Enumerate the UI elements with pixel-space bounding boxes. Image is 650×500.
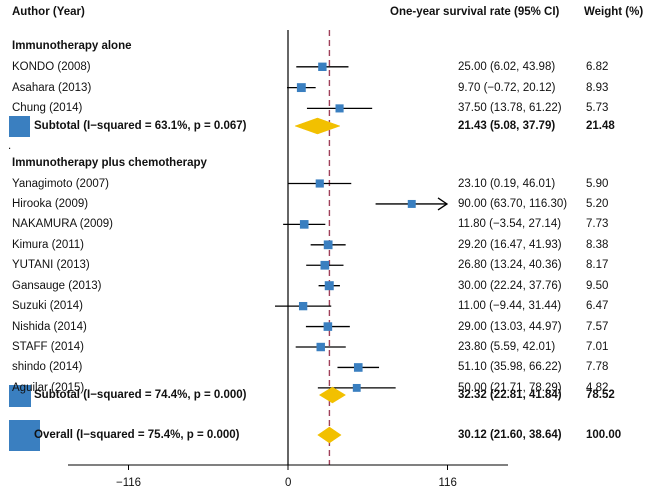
study-marker (320, 260, 330, 270)
study-label: Aguilar (2015) (12, 381, 85, 394)
study-label: Yanagimoto (2007) (12, 177, 109, 190)
study-label: Asahara (2013) (12, 81, 92, 94)
study-label: Chung (2014) (12, 102, 83, 115)
study-weight: 8.17 (586, 259, 609, 272)
subtotal-weight-box (9, 385, 31, 407)
study-weight: 5.73 (586, 102, 609, 115)
study-label: NAKAMURA (2009) (12, 218, 113, 231)
subgroup-separator: . (8, 140, 12, 152)
header-weight: Weight (%) (584, 6, 644, 18)
subgroup-title: Immunotherapy plus chemotherapy (12, 157, 207, 169)
overall-diamond (317, 426, 342, 444)
study-ci: 29.00 (13.03, 44.97) (458, 320, 562, 333)
study-weight: 7.01 (586, 341, 609, 354)
study-marker (324, 281, 334, 291)
subgroup-title: Immunotherapy alone (12, 40, 132, 52)
study-ci: 26.80 (13.24, 40.36) (458, 259, 562, 272)
header-study: Author (Year) (12, 6, 85, 18)
study-label: Kimura (2011) (12, 238, 85, 251)
subtotal-ci: 32.32 (22.81, 41.84) (458, 389, 562, 401)
study-ci: 50.00 (21.71, 78.29) (458, 381, 562, 394)
study-weight: 6.82 (586, 60, 609, 73)
study-ci: 23.80 (5.59, 42.01) (458, 341, 556, 354)
study-marker (318, 62, 327, 71)
study-ci: 30.00 (22.24, 37.76) (458, 279, 562, 292)
overall-weight-box (9, 420, 40, 451)
subtotal-label: Subtotal (I−squared = 74.4%, p = 0.000) (34, 389, 247, 401)
overall-weight: 100.00 (586, 429, 622, 441)
study-weight: 8.38 (586, 238, 609, 251)
study-label: shindo (2014) (12, 361, 83, 374)
study-ci: 11.00 (−9.44, 31.44) (458, 300, 562, 313)
study-label: YUTANI (2013) (12, 259, 90, 272)
study-marker (316, 342, 325, 352)
study-label: Nishida (2014) (12, 320, 87, 333)
study-weight: 8.93 (586, 81, 609, 94)
study-label: STAFF (2014) (12, 341, 84, 354)
study-weight: 7.73 (586, 218, 609, 231)
study-marker (407, 199, 416, 208)
study-label: Gansauge (2013) (12, 279, 102, 292)
subtotal-ci: 21.43 (5.08, 37.79) (458, 120, 556, 132)
study-marker (323, 240, 333, 250)
study-marker (323, 322, 333, 331)
subtotal-diamond (318, 386, 347, 404)
study-marker (298, 301, 308, 311)
study-weight: 7.57 (586, 320, 609, 333)
study-weight: 5.90 (586, 177, 609, 190)
subtotal-weight: 21.48 (586, 120, 615, 132)
subtotal-label: Subtotal (I−squared = 63.1%, p = 0.067) (34, 120, 247, 132)
ci-arrow (437, 197, 449, 211)
study-ci: 37.50 (13.78, 61.22) (458, 102, 562, 115)
overall-label: Overall (I−squared = 75.4%, p = 0.000) (34, 429, 240, 441)
subtotal-weight: 78.52 (586, 389, 615, 401)
study-ci: 9.70 (−0.72, 20.12) (458, 81, 556, 94)
study-marker (352, 383, 361, 392)
study-ci: 90.00 (63.70, 116.30) (458, 197, 568, 210)
study-ci: 23.10 (0.19, 46.01) (458, 177, 556, 190)
x-tick-label: 116 (438, 477, 457, 489)
study-weight: 5.20 (586, 197, 609, 210)
study-marker (353, 363, 363, 372)
study-weight: 7.78 (586, 361, 609, 374)
overall-ci: 30.12 (21.60, 38.64) (458, 429, 562, 441)
x-tick-label: −116 (116, 477, 142, 489)
study-weight: 4.82 (586, 381, 609, 394)
study-weight: 6.47 (586, 300, 609, 313)
study-ci: 29.20 (16.47, 41.93) (458, 238, 562, 251)
x-tick-label: 0 (285, 477, 292, 489)
study-marker (296, 83, 306, 93)
study-marker (315, 179, 324, 188)
study-label: Hirooka (2009) (12, 197, 89, 210)
subtotal-diamond (294, 117, 341, 135)
study-ci: 51.10 (35.98, 66.22) (458, 361, 562, 374)
study-marker (299, 220, 309, 229)
study-marker (335, 104, 344, 113)
study-label: KONDO (2008) (12, 60, 91, 73)
study-ci: 25.00 (6.02, 43.98) (458, 60, 556, 73)
study-weight: 9.50 (586, 279, 609, 292)
subtotal-weight-box (9, 116, 30, 137)
study-label: Suzuki (2014) (12, 300, 83, 313)
header-estimate: One-year survival rate (95% CI) (390, 6, 560, 18)
study-ci: 11.80 (−3.54, 27.14) (458, 218, 562, 231)
